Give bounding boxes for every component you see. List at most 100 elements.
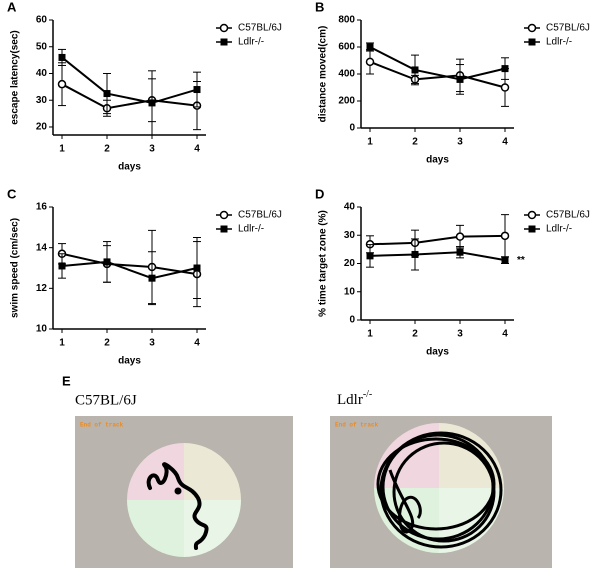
y-tick-label: 50 xyxy=(36,41,48,52)
series-line xyxy=(61,56,198,104)
series-line xyxy=(369,46,506,81)
x-tick-label: 2 xyxy=(412,329,418,340)
y-tick-label: 30 xyxy=(36,95,48,106)
legend-marker xyxy=(220,38,228,46)
chart: B 0 200 400 600 800 1 2 3 4 days distance moved(cm)… xyxy=(315,0,590,166)
y-axis-label: % time target zone (%) xyxy=(318,210,329,317)
image-title: Ldlr-/- xyxy=(337,389,372,408)
series-line xyxy=(369,251,506,262)
track-image: End of track xyxy=(330,416,552,568)
x-axis-label: days xyxy=(118,356,141,367)
y-tick-label: 10 xyxy=(344,286,356,297)
y-tick-label: 60 xyxy=(36,15,48,26)
y-tick-label: 200 xyxy=(338,96,355,107)
y-axis-label: distance moved(cm) xyxy=(318,26,329,123)
y-axis-label: escape latency(sec) xyxy=(10,30,21,125)
data-point xyxy=(193,86,201,94)
series-line xyxy=(369,60,506,89)
x-tick-label: 4 xyxy=(194,338,200,349)
x-tick-label: 2 xyxy=(104,338,110,349)
y-tick-label: 0 xyxy=(349,315,355,326)
data-point xyxy=(411,66,419,74)
x-axis-label: days xyxy=(118,162,141,173)
track-image: End of track xyxy=(75,416,293,568)
y-tick-label: 16 xyxy=(36,202,48,213)
legend-marker xyxy=(527,23,537,33)
legend-label: C57BL/6J xyxy=(546,210,590,221)
series-line xyxy=(61,260,198,280)
legend-marker xyxy=(219,210,229,220)
y-tick-label: 40 xyxy=(36,68,48,79)
chart: D 0 10 20 30 40 1 2 3 4 days % time target zone (%)… xyxy=(315,186,590,357)
data-point xyxy=(58,53,66,61)
chart: A 20 30 40 50 60 1 2 3 4 days escape latency(sec) C5… xyxy=(7,0,282,173)
data-point xyxy=(57,79,67,89)
y-tick-label: 20 xyxy=(36,122,48,133)
image-caption: End of track xyxy=(80,422,124,429)
x-tick-label: 4 xyxy=(502,137,508,148)
legend-label: Ldlr-/- xyxy=(238,37,264,48)
legend-label: C57BL/6J xyxy=(238,210,282,221)
y-axis-label: swim speed (cm/sec) xyxy=(10,218,21,318)
x-tick-label: 1 xyxy=(59,144,65,155)
x-tick-label: 1 xyxy=(367,137,373,148)
data-point xyxy=(366,252,374,260)
x-tick-label: 4 xyxy=(194,144,200,155)
image-title: C57BL/6J xyxy=(75,392,137,408)
legend-label: C57BL/6J xyxy=(238,23,282,34)
legend-label: Ldlr-/- xyxy=(546,224,572,235)
annotation: ** xyxy=(517,255,525,266)
y-tick-label: 400 xyxy=(338,69,355,80)
y-tick-label: 30 xyxy=(344,230,356,241)
data-point xyxy=(501,65,509,73)
y-tick-label: 20 xyxy=(344,258,356,269)
x-tick-label: 3 xyxy=(149,338,155,349)
x-tick-label: 4 xyxy=(502,329,508,340)
data-point xyxy=(366,43,374,51)
image-title-main: Ldlr xyxy=(337,392,363,408)
legend-label: C57BL/6J xyxy=(546,23,590,34)
x-tick-label: 2 xyxy=(104,144,110,155)
y-tick-label: 800 xyxy=(338,15,355,26)
x-tick-label: 2 xyxy=(412,137,418,148)
data-point xyxy=(500,231,510,241)
data-point xyxy=(58,262,66,270)
legend-marker xyxy=(528,38,536,46)
legend-marker xyxy=(528,225,536,233)
y-tick-label: 14 xyxy=(36,242,48,253)
data-point xyxy=(103,258,111,266)
x-tick-label: 3 xyxy=(457,137,463,148)
x-axis-label: days xyxy=(426,347,449,358)
y-tick-label: 12 xyxy=(36,283,48,294)
data-point xyxy=(456,75,464,83)
legend-marker xyxy=(527,210,537,220)
x-tick-label: 3 xyxy=(149,144,155,155)
x-tick-label: 3 xyxy=(457,329,463,340)
series-line xyxy=(61,83,198,110)
y-tick-label: 0 xyxy=(349,123,355,134)
data-point xyxy=(193,264,201,272)
data-point xyxy=(103,90,111,98)
data-point xyxy=(148,99,156,107)
x-axis-label: days xyxy=(426,155,449,166)
data-point xyxy=(500,83,510,92)
data-point xyxy=(456,248,464,256)
data-point xyxy=(411,250,419,258)
panel-label: D xyxy=(315,186,324,201)
legend-marker xyxy=(220,225,228,233)
series-line xyxy=(61,252,198,276)
panel-label: C xyxy=(7,186,17,201)
data-point xyxy=(501,256,509,264)
panel-label: E xyxy=(62,373,71,388)
legend-marker xyxy=(219,23,229,33)
panel-label: B xyxy=(315,0,324,14)
y-tick-label: 600 xyxy=(338,42,355,53)
legend-label: Ldlr-/- xyxy=(238,224,264,235)
image-caption: End of track xyxy=(335,422,379,429)
image-title-sup: -/- xyxy=(363,389,372,400)
x-tick-label: 1 xyxy=(59,338,65,349)
panel-label: A xyxy=(7,0,17,14)
